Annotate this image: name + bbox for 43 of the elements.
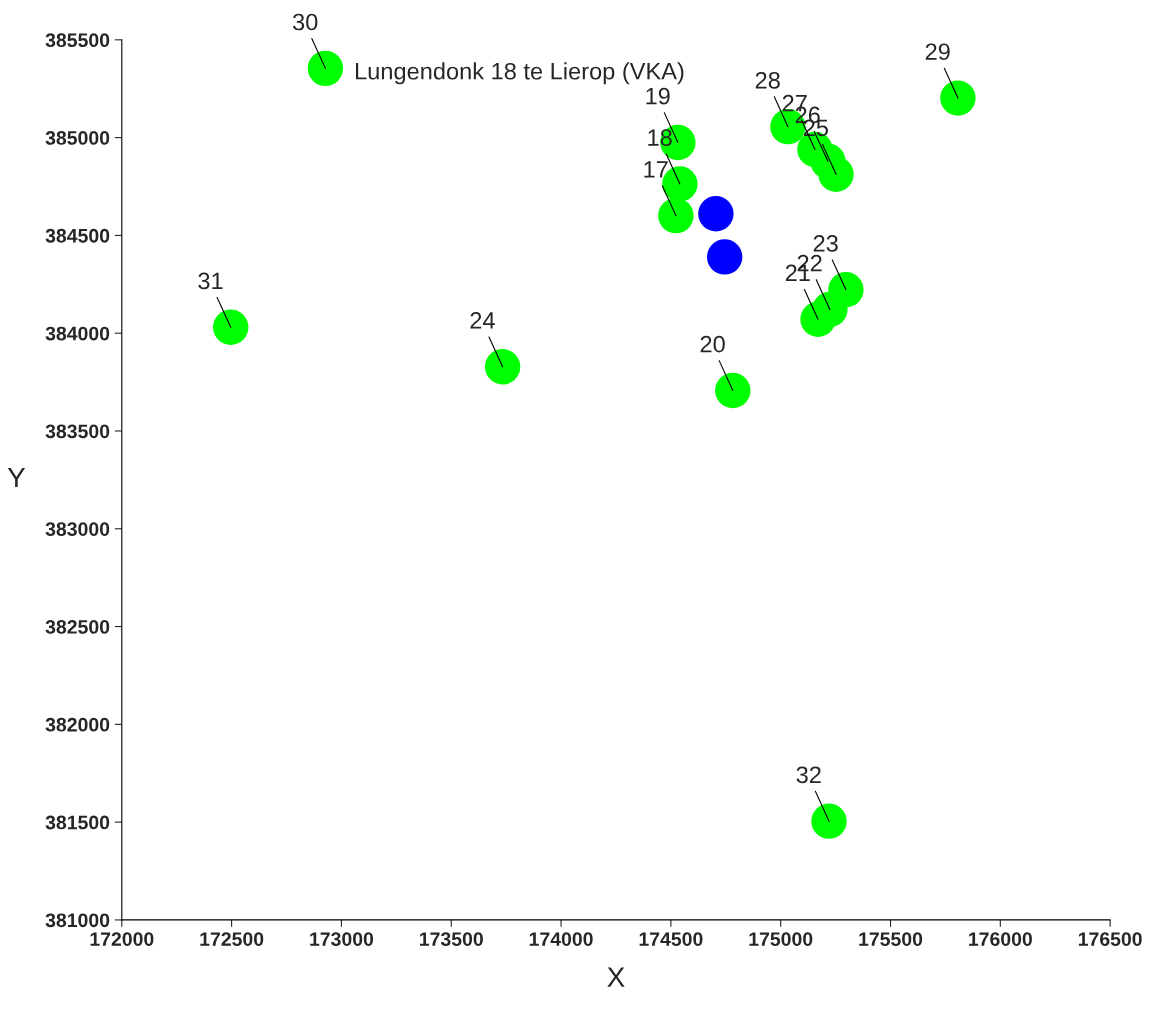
point [213,309,249,346]
y-tick-label: 382500 [45,620,110,634]
x-tick-label: 176500 [1078,932,1142,947]
point [658,197,694,234]
y-tick-label: 385000 [45,131,110,145]
y-tick-label: 381000 [45,913,110,928]
x-tick-label: 175500 [859,932,923,947]
x-tick-label: 172000 [90,932,154,947]
point [307,50,344,87]
point [698,195,734,232]
y-tick-label: 384000 [45,326,110,341]
point [706,239,743,275]
x-axis-title: X [607,967,625,987]
annotation: Lungendonk 18 te Lierop (VKA) [355,62,684,85]
point [715,372,751,409]
annotation: 28 [755,71,780,89]
annotation: 29 [925,43,950,61]
y-tick-label: 384500 [45,228,110,243]
y-tick-label: 383000 [45,522,110,537]
annotation: 20 [700,335,725,353]
y-tick-label: 383500 [45,424,110,439]
annotation: 19 [646,87,670,105]
x-tick-label: 176000 [969,932,1032,947]
annotation: 31 [198,272,223,290]
y-tick-label: 382000 [45,717,110,732]
annotation: 32 [796,766,821,784]
point [484,349,521,385]
y-axis-title: Y [7,467,26,488]
x-tick-label: 173500 [420,932,483,947]
annotation: 23 [813,235,838,252]
point [940,80,976,116]
x-tick-label: 174500 [639,932,703,947]
x-tick-label: 173000 [310,932,374,947]
annotation: 30 [292,13,318,31]
x-tick-label: 175000 [749,932,813,947]
point [811,803,847,839]
y-tick-label: 381500 [45,815,110,830]
annotation: 17 [644,161,668,178]
y-tick-label: 385500 [45,33,110,48]
x-tick-label: 172500 [200,932,264,947]
annotation: 24 [470,312,495,329]
point [828,272,864,308]
x-tick-label: 174000 [529,932,593,947]
